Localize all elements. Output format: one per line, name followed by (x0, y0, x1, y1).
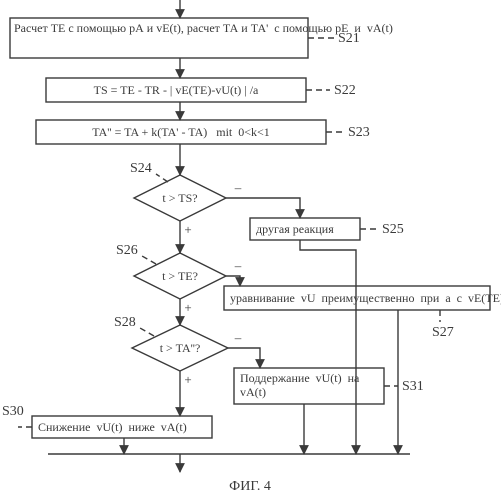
label-s25: S25 (382, 222, 404, 237)
label-s23: S23 (348, 125, 370, 140)
decision-s26: t > TE? (134, 253, 226, 299)
label-s22: S22 (334, 83, 356, 98)
step-s22: TS = TE - TR - | vE(TE)-vU(t) | /a (46, 78, 306, 102)
d28-text: t > TA''? (160, 341, 201, 355)
step-s23: TA'' = TA + k(TA' - TA) mit 0<k<1 (36, 120, 326, 144)
d26-plus: + (184, 300, 191, 315)
step-s21: Расчет ТЕ с помощью рА и vE(t), расчет Т… (10, 18, 393, 58)
s23-text: TA'' = TA + k(TA' - TA) mit 0<k<1 (92, 125, 270, 139)
decision-s24: t > TS? (134, 175, 226, 221)
leader-s24 (156, 174, 168, 182)
arrow-d28-s31 (228, 348, 260, 368)
d26-minus: – (234, 258, 242, 273)
step-s25: другая реакция (250, 218, 360, 240)
label-s31: S31 (402, 379, 424, 394)
arrow-s25-merge (300, 240, 356, 454)
leader-s26 (142, 256, 156, 264)
label-s26: S26 (116, 243, 138, 258)
d28-minus: – (234, 330, 242, 345)
d24-minus: – (234, 180, 242, 195)
label-s30: S30 (2, 404, 24, 419)
leader-s28 (140, 328, 154, 336)
label-s27: S27 (432, 325, 454, 340)
flowchart: Расчет ТЕ с помощью рА и vE(t), расчет Т… (0, 0, 501, 500)
s21-line1: Расчет ТЕ с помощью рА и vE(t), расчет Т… (14, 21, 393, 35)
label-s24: S24 (130, 161, 152, 176)
s25-text: другая реакция (256, 222, 334, 236)
decision-s28: t > TA''? (132, 325, 228, 371)
figure-caption: ФИГ. 4 (229, 479, 271, 494)
step-s27: уравнивание vU преимущественно при а с v… (224, 286, 501, 310)
d28-plus: + (184, 372, 191, 387)
s27-text: уравнивание vU преимущественно при а с v… (230, 291, 501, 305)
s22-text: TS = TE - TR - | vE(TE)-vU(t) | /a (94, 83, 259, 97)
arrow-d24-s25 (226, 198, 300, 218)
arrow-d26-s27 (226, 276, 240, 286)
label-s28: S28 (114, 315, 136, 330)
step-s31: Поддержание vU(t) наvA(t) (234, 368, 384, 404)
d26-text: t > TE? (162, 269, 198, 283)
s31-text: Поддержание vU(t) наvA(t) (240, 371, 360, 399)
s30-text: Снижение vU(t) ниже vA(t) (38, 420, 187, 434)
d24-plus: + (184, 222, 191, 237)
svg-text:Расчет ТЕ с помощью рА и vE(t): Расчет ТЕ с помощью рА и vE(t), расчет Т… (14, 21, 393, 35)
d24-text: t > TS? (162, 191, 197, 205)
label-s21: S21 (338, 31, 360, 46)
step-s30: Снижение vU(t) ниже vA(t) (32, 416, 212, 438)
